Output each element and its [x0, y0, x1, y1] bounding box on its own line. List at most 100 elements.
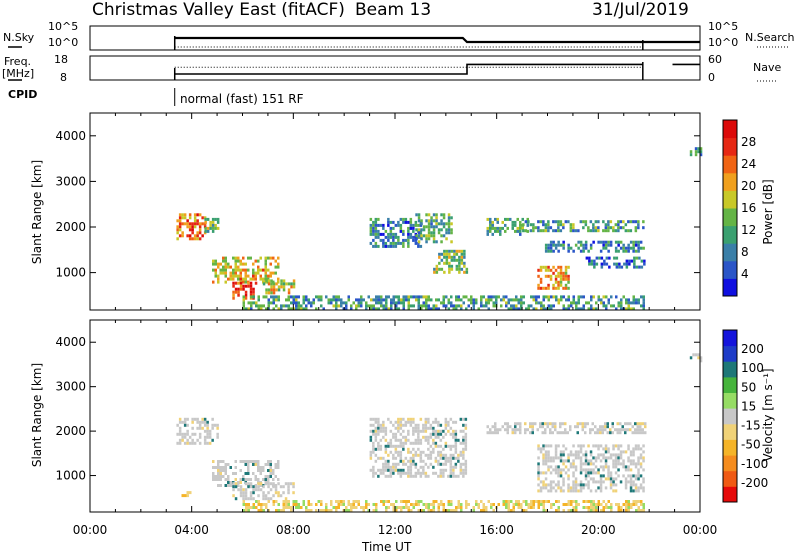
velocity-cbtick-7: -200 — [741, 476, 768, 490]
power-region-3 — [232, 281, 258, 300]
power-swatch-0 — [723, 278, 737, 297]
power-swatch-4 — [723, 208, 737, 227]
nave-label: Nave — [753, 61, 782, 74]
power-region-9 — [486, 217, 529, 236]
velocity-swatch-6 — [723, 392, 737, 409]
velocity-heatmap — [176, 353, 703, 512]
power-region-8 — [433, 249, 469, 274]
power-ytick-label-0: 1000 — [55, 266, 86, 280]
velocity-cbtick-6: -100 — [741, 457, 768, 471]
xtick-label-2: 08:00 — [276, 523, 311, 537]
freq-tick-low: 8 — [60, 71, 67, 84]
velocity-cbtick-4: -15 — [741, 419, 761, 433]
velocity-region-5 — [486, 422, 647, 435]
velocity-swatch-8 — [723, 361, 737, 378]
power-frame — [89, 112, 701, 311]
power-swatch-3 — [723, 225, 737, 244]
velocity-region-2 — [232, 482, 295, 501]
nsearch-label: N.Search — [745, 31, 795, 44]
power-cbtick-5: 24 — [741, 157, 756, 171]
power-cbtick-4: 20 — [741, 179, 756, 193]
power-region-4 — [262, 279, 296, 295]
velocity-cbtick-0: 200 — [741, 342, 764, 356]
freq-label-line2: [MHz] — [2, 67, 35, 80]
velocity-swatch-10 — [723, 330, 737, 347]
power-cbtick-1: 8 — [741, 245, 749, 259]
beam-title: Beam 13 — [355, 0, 432, 20]
velocity-region-3 — [242, 500, 645, 512]
power-region-5 — [242, 295, 645, 311]
nsearch-tick-low: 10^0 — [708, 36, 739, 49]
station-title: Christmas Valley East (fitACF) — [92, 0, 345, 20]
velocity-colorbar-frame — [722, 329, 738, 503]
power-region-6 — [369, 217, 423, 248]
xtick-label-0: 00:00 — [73, 523, 108, 537]
power-swatch-9 — [723, 120, 737, 139]
power-region-1 — [204, 217, 220, 233]
power-swatch-6 — [723, 172, 737, 191]
power-cbtick-3: 16 — [741, 201, 756, 215]
velocity-region-0 — [176, 417, 219, 445]
xtick-label-1: 04:00 — [174, 523, 209, 537]
xtick-label-6: 00:00 — [683, 523, 718, 537]
power-region-10 — [522, 220, 645, 233]
velocity-swatch-3 — [723, 439, 737, 456]
date-title: 31/Jul/2019 — [592, 0, 689, 20]
nave-tick-high: 60 — [708, 53, 722, 66]
xtick-label-3: 12:00 — [378, 523, 413, 537]
power-cbtick-0: 4 — [741, 267, 749, 281]
nave-tick-low: 0 — [708, 71, 715, 84]
power-region-2 — [212, 256, 280, 284]
xtick-label-4: 16:00 — [479, 523, 514, 537]
power-cbtick-6: 28 — [741, 135, 756, 149]
power-region-13 — [585, 256, 646, 269]
velocity-cbtick-3: 15 — [741, 399, 756, 413]
nsky-series — [174, 36, 700, 44]
power-region-7 — [415, 213, 453, 244]
power-swatch-7 — [723, 155, 737, 174]
power-cbtick-2: 12 — [741, 223, 756, 237]
nsearch-tick-high: 10^5 — [708, 20, 739, 33]
velocity-swatch-4 — [723, 423, 737, 440]
velocity-region-6 — [537, 444, 645, 493]
velocity-region-8 — [689, 353, 703, 363]
velocity-cbtick-1: 100 — [741, 361, 764, 375]
power-ytick-label-2: 3000 — [55, 174, 86, 188]
xtick-label-5: 20:00 — [581, 523, 616, 537]
nsky-tick-low: 10^0 — [48, 36, 79, 49]
velocity-ytick-label-1: 2000 — [55, 424, 86, 438]
velocity-swatch-2 — [723, 455, 737, 472]
velocity-ytick-label-2: 3000 — [55, 380, 86, 394]
freq-label-line1: Freq. — [4, 55, 32, 68]
power-colorbar-frame — [722, 119, 738, 297]
freq-tick-high: 18 — [54, 53, 68, 66]
freq-frame — [89, 55, 701, 81]
velocity-frame — [89, 319, 701, 513]
power-swatch-5 — [723, 190, 737, 209]
velocity-ytick-label-0: 1000 — [55, 469, 86, 483]
velocity-swatch-9 — [723, 345, 737, 362]
nsky-tick-high: 10^5 — [48, 20, 79, 33]
power-ytick-label-1: 2000 — [55, 220, 86, 234]
velocity-region-7 — [181, 491, 192, 498]
velocity-region-4 — [369, 417, 468, 478]
power-swatch-2 — [723, 243, 737, 262]
velocity-swatch-7 — [723, 376, 737, 393]
cpid-label: CPID — [8, 88, 38, 101]
power-swatch-8 — [723, 137, 737, 156]
nsky-frame — [89, 25, 701, 51]
cpid-mode: normal (fast) 151 RF — [180, 92, 304, 106]
power-swatch-1 — [723, 260, 737, 279]
velocity-swatch-0 — [723, 486, 737, 503]
velocity-swatch-1 — [723, 470, 737, 487]
velocity-ytick-label-3: 4000 — [55, 335, 86, 349]
freq-series-seg-0 — [174, 63, 643, 75]
power-region-14 — [689, 147, 703, 157]
nsky-label: N.Sky — [3, 31, 35, 44]
velocity-cbtick-2: 50 — [741, 380, 756, 394]
velocity-swatch-5 — [723, 408, 737, 425]
power-region-12 — [537, 265, 570, 290]
power-region-0 — [176, 213, 207, 241]
power-heatmap — [176, 147, 703, 311]
